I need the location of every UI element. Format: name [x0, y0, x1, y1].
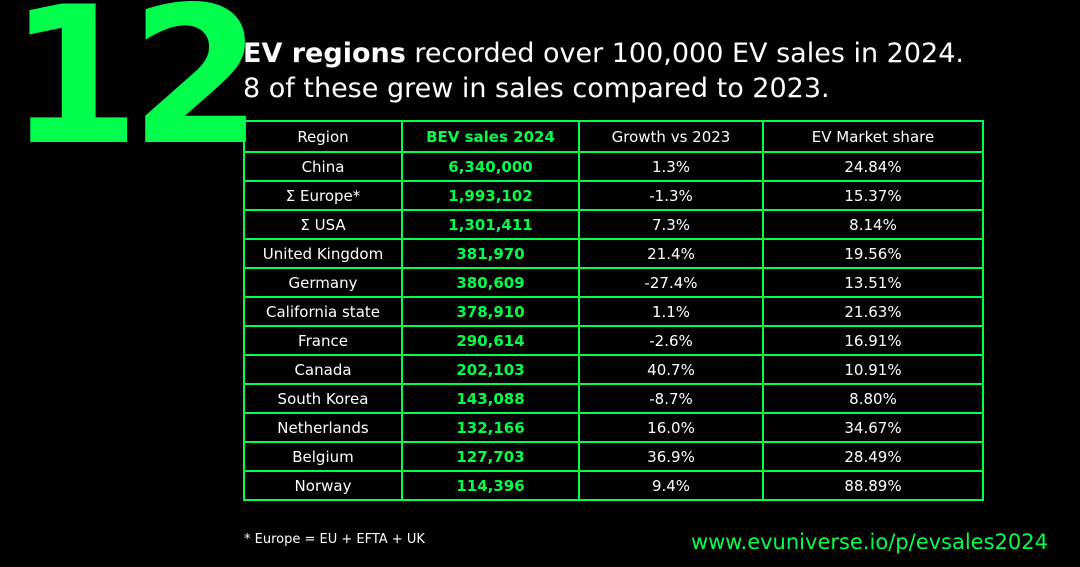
cell-growth: 36.9%: [578, 441, 764, 472]
cell-growth: 16.0%: [578, 412, 764, 443]
cell-growth: 40.7%: [578, 354, 764, 385]
cell-bev-sales: 132,166: [401, 412, 580, 443]
cell-growth: 1.3%: [578, 151, 764, 182]
cell-bev-sales: 290,614: [401, 325, 580, 356]
ev-sales-table-container: Region BEV sales 2024 Growth vs 2023 EV …: [243, 120, 984, 501]
headline-line-1: EV regions recorded over 100,000 EV sale…: [243, 36, 1073, 71]
table-row: South Korea 143,088 -8.7% 8.80%: [243, 383, 984, 414]
cell-market-share: 15.37%: [762, 180, 984, 211]
headline-bold-text: EV regions: [243, 38, 406, 69]
cell-region: Σ USA: [243, 209, 403, 240]
table-row: China 6,340,000 1.3% 24.84%: [243, 151, 984, 182]
cell-growth: -27.4%: [578, 267, 764, 298]
cell-region: South Korea: [243, 383, 403, 414]
cell-market-share: 88.89%: [762, 470, 984, 501]
source-link[interactable]: www.evuniverse.io/p/evsales2024: [690, 530, 1048, 554]
cell-region: France: [243, 325, 403, 356]
cell-bev-sales: 127,703: [401, 441, 580, 472]
table-row: Netherlands 132,166 16.0% 34.67%: [243, 412, 984, 443]
cell-bev-sales: 1,301,411: [401, 209, 580, 240]
headline-number: 12: [8, 0, 262, 187]
cell-region: China: [243, 151, 403, 182]
cell-market-share: 13.51%: [762, 267, 984, 298]
cell-bev-sales: 381,970: [401, 238, 580, 269]
table-row: Norway 114,396 9.4% 88.89%: [243, 470, 984, 501]
footnote: * Europe = EU + EFTA + UK: [244, 532, 425, 547]
cell-bev-sales: 380,609: [401, 267, 580, 298]
cell-growth: 7.3%: [578, 209, 764, 240]
cell-growth: -2.6%: [578, 325, 764, 356]
cell-region: Netherlands: [243, 412, 403, 443]
cell-region: Norway: [243, 470, 403, 501]
cell-growth: 9.4%: [578, 470, 764, 501]
table-row: Canada 202,103 40.7% 10.91%: [243, 354, 984, 385]
cell-market-share: 34.67%: [762, 412, 984, 443]
cell-bev-sales: 6,340,000: [401, 151, 580, 182]
cell-market-share: 19.56%: [762, 238, 984, 269]
header-region: Region: [243, 120, 403, 153]
cell-bev-sales: 114,396: [401, 470, 580, 501]
cell-growth: 21.4%: [578, 238, 764, 269]
headline: EV regions recorded over 100,000 EV sale…: [243, 36, 1073, 106]
cell-bev-sales: 1,993,102: [401, 180, 580, 211]
table-row: United Kingdom 381,970 21.4% 19.56%: [243, 238, 984, 269]
cell-region: Belgium: [243, 441, 403, 472]
cell-growth: -1.3%: [578, 180, 764, 211]
cell-region: Canada: [243, 354, 403, 385]
cell-market-share: 8.14%: [762, 209, 984, 240]
cell-bev-sales: 378,910: [401, 296, 580, 327]
table-row: France 290,614 -2.6% 16.91%: [243, 325, 984, 356]
cell-region: Germany: [243, 267, 403, 298]
table-row: California state 378,910 1.1% 21.63%: [243, 296, 984, 327]
table-header-row: Region BEV sales 2024 Growth vs 2023 EV …: [243, 120, 984, 153]
ev-sales-table: Region BEV sales 2024 Growth vs 2023 EV …: [243, 120, 984, 501]
cell-market-share: 16.91%: [762, 325, 984, 356]
table-row: Σ Europe* 1,993,102 -1.3% 15.37%: [243, 180, 984, 211]
cell-region: California state: [243, 296, 403, 327]
cell-market-share: 28.49%: [762, 441, 984, 472]
table-body: China 6,340,000 1.3% 24.84% Σ Europe* 1,993,1…: [243, 151, 984, 501]
cell-market-share: 24.84%: [762, 151, 984, 182]
header-growth: Growth vs 2023: [578, 120, 764, 153]
cell-bev-sales: 202,103: [401, 354, 580, 385]
cell-region: United Kingdom: [243, 238, 403, 269]
cell-market-share: 10.91%: [762, 354, 984, 385]
cell-growth: -8.7%: [578, 383, 764, 414]
headline-rest-text: recorded over 100,000 EV sales in 2024.: [405, 38, 964, 69]
header-bev-sales: BEV sales 2024: [401, 120, 580, 153]
table-row: Belgium 127,703 36.9% 28.49%: [243, 441, 984, 472]
cell-bev-sales: 143,088: [401, 383, 580, 414]
headline-line-2: 8 of these grew in sales compared to 202…: [243, 73, 830, 104]
cell-market-share: 8.80%: [762, 383, 984, 414]
table-row: Σ USA 1,301,411 7.3% 8.14%: [243, 209, 984, 240]
table-row: Germany 380,609 -27.4% 13.51%: [243, 267, 984, 298]
header-market-share: EV Market share: [762, 120, 984, 153]
cell-region: Σ Europe*: [243, 180, 403, 211]
cell-growth: 1.1%: [578, 296, 764, 327]
cell-market-share: 21.63%: [762, 296, 984, 327]
